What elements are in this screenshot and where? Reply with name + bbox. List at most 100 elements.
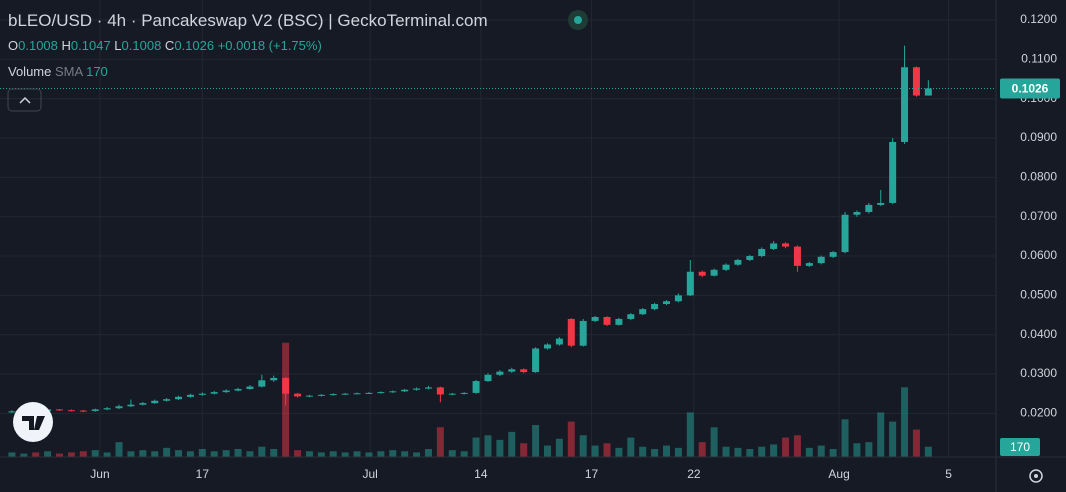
volume-bar xyxy=(448,450,456,457)
candle-body xyxy=(603,316,611,325)
candle-body xyxy=(448,393,456,395)
candle-body xyxy=(579,320,587,346)
candle-body xyxy=(627,314,635,319)
volume-bar xyxy=(555,438,563,457)
x-tick-label: Jun xyxy=(90,467,109,481)
candle-body xyxy=(663,301,671,305)
y-tick-label: 0.0900 xyxy=(1020,130,1057,144)
candle-body xyxy=(782,243,790,247)
label: H xyxy=(61,38,71,53)
volume-bar xyxy=(639,446,647,457)
volume-bar xyxy=(817,445,825,457)
settings-icon[interactable] xyxy=(1029,469,1043,483)
candle-body xyxy=(520,369,528,373)
y-tick-label: 0.0700 xyxy=(1020,209,1057,223)
volume-bar xyxy=(710,427,718,457)
y-tick-label: 0.0500 xyxy=(1020,288,1057,302)
y-tick-label: 0.1100 xyxy=(1021,52,1057,66)
candle-body xyxy=(639,309,647,315)
x-tick-label: 17 xyxy=(585,467,599,481)
candle-body xyxy=(758,248,766,257)
label: SMA xyxy=(55,64,83,79)
volume-bar xyxy=(115,442,123,457)
candle-body xyxy=(472,381,480,393)
volume-bar xyxy=(472,437,480,457)
candle-body xyxy=(139,403,147,405)
candle-body xyxy=(651,304,659,310)
candle-body xyxy=(793,246,801,266)
candle-body xyxy=(8,411,16,413)
volume-bar xyxy=(91,450,99,457)
value: 170 xyxy=(86,64,108,79)
volume-bar xyxy=(258,446,266,457)
y-tick-label: 0.0800 xyxy=(1020,170,1057,184)
tv-logo[interactable] xyxy=(13,402,53,442)
candle-body xyxy=(496,371,504,375)
volume-bar xyxy=(627,437,635,457)
candle-body xyxy=(877,202,885,205)
volume-bar xyxy=(234,449,242,457)
candle-body xyxy=(389,391,397,393)
x-tick-label: 5 xyxy=(945,467,952,481)
candle-body xyxy=(305,395,313,397)
candle-body xyxy=(686,271,694,296)
volume-bar xyxy=(865,442,873,457)
ohlc-legend: O0.1008 H0.1047 L0.1008 C0.1026 +0.0018 … xyxy=(8,38,322,53)
candle-body xyxy=(567,318,575,346)
volume-bar xyxy=(353,451,361,457)
candle-body xyxy=(853,211,861,215)
volume-bar xyxy=(591,445,599,457)
x-tick-label: 17 xyxy=(196,467,210,481)
label: L xyxy=(114,38,122,53)
candle-body xyxy=(56,409,64,411)
volume-bar xyxy=(79,451,87,457)
candle-body xyxy=(127,404,135,407)
volume-bar xyxy=(698,442,706,457)
candle-body xyxy=(175,396,183,400)
volume-bar xyxy=(56,453,64,457)
x-tick-label: Jul xyxy=(362,467,377,481)
volume-bar xyxy=(912,429,920,457)
volume-bar xyxy=(460,451,468,457)
volume-badge-label: 170 xyxy=(1010,440,1030,454)
volume-bar xyxy=(198,449,206,457)
candle-body xyxy=(79,410,87,412)
volume-bar xyxy=(186,451,194,457)
volume-bar xyxy=(20,453,28,457)
candle-body xyxy=(543,344,551,349)
volume-bar xyxy=(139,450,147,457)
candle-body xyxy=(401,389,409,392)
candle-body xyxy=(258,380,266,387)
volume-bar xyxy=(758,446,766,457)
label: Volume xyxy=(8,64,52,79)
x-tick-label: Aug xyxy=(828,467,849,481)
candle-body xyxy=(436,387,444,395)
candle-body xyxy=(222,390,230,393)
value: 0.1047 xyxy=(70,38,111,53)
volume-bar xyxy=(674,447,682,457)
candle-body xyxy=(532,348,540,373)
candle-body xyxy=(889,141,897,203)
collapse-button[interactable] xyxy=(7,88,42,112)
candle-body xyxy=(591,316,599,321)
volume-bar xyxy=(246,451,254,457)
x-tick-label: 14 xyxy=(474,467,488,481)
volume-bar xyxy=(127,451,135,457)
volume-bar xyxy=(413,452,421,457)
volume-bar xyxy=(151,451,159,457)
volume-bar xyxy=(377,451,385,457)
volume-bar xyxy=(175,450,183,457)
volume-bar xyxy=(341,452,349,457)
volume-bar xyxy=(746,449,754,457)
candle-body xyxy=(484,374,492,382)
y-tick-label: 0.1200 xyxy=(1020,12,1057,26)
candle-body xyxy=(353,393,361,395)
candle-body xyxy=(555,338,563,345)
label: O xyxy=(8,38,19,53)
candle-body xyxy=(115,406,123,409)
candle-body xyxy=(770,243,778,249)
volume-bar xyxy=(317,452,325,457)
volume-bar xyxy=(508,431,516,457)
